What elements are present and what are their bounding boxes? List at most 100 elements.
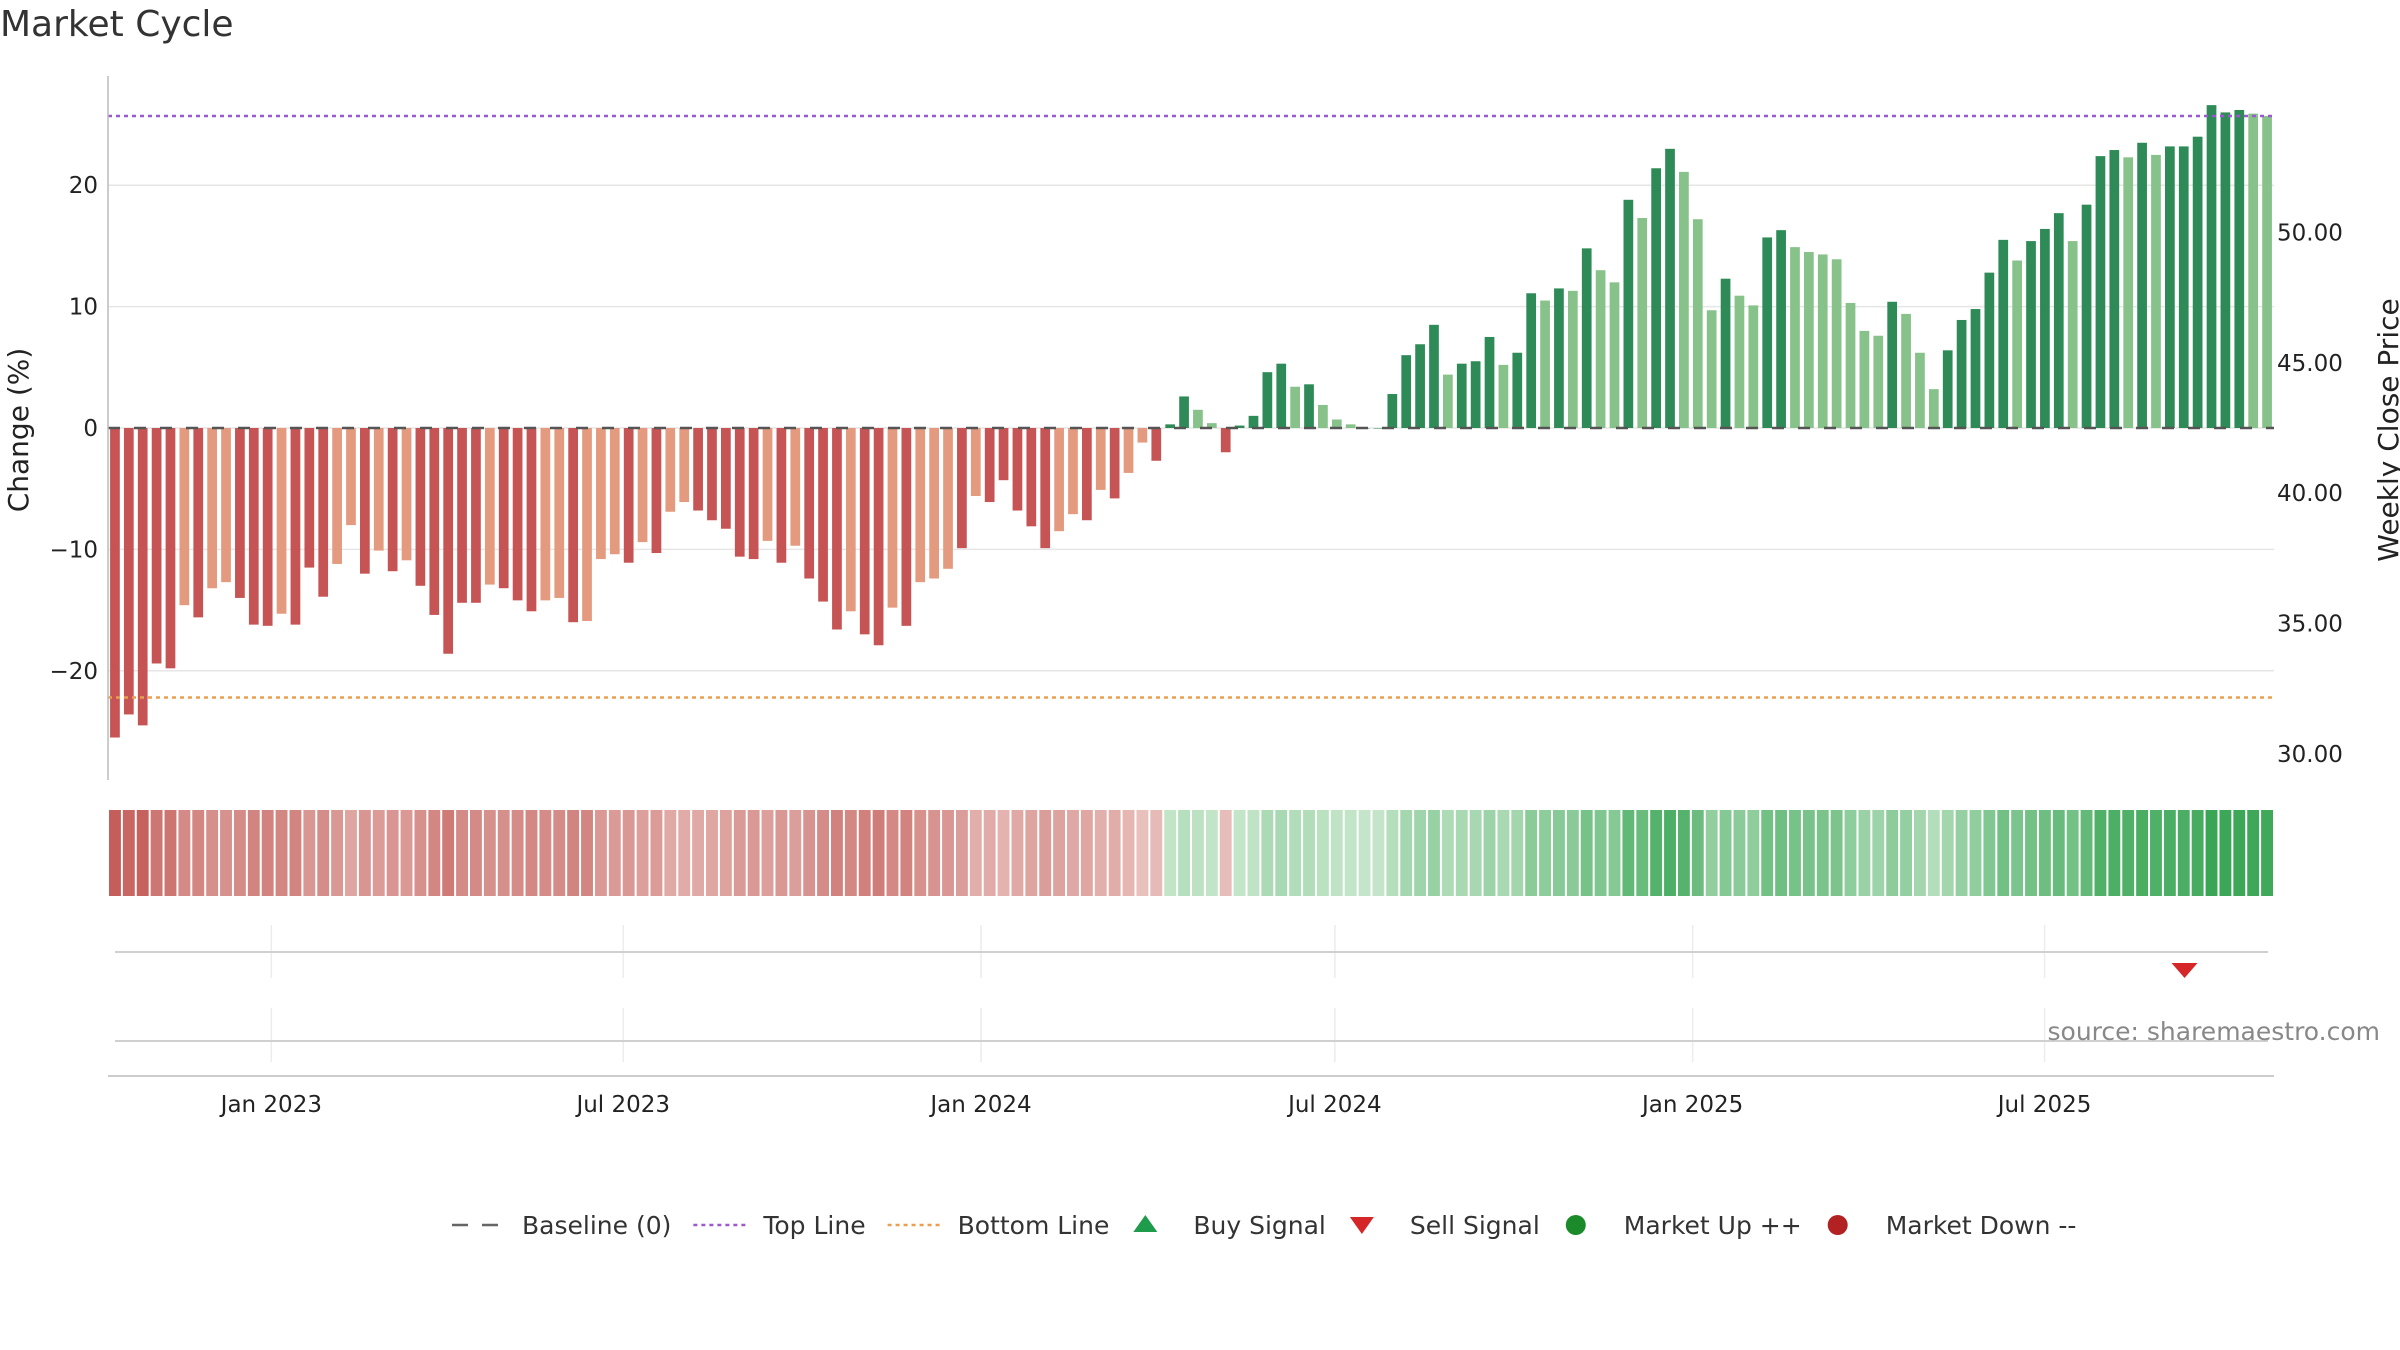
legend-item: Sell Signal [1349,1211,1540,1240]
legend-label: Bottom Line [958,1211,1110,1240]
heat-cell [775,810,788,896]
bar [429,428,440,615]
heat-cell [914,810,927,896]
legend-label: Market Down -- [1886,1211,2077,1240]
heat-cell [1858,810,1871,896]
x-axis: Jan 2023 Jul 2023 Jan 2024 Jul 2024 Jan 2025… [108,1075,2274,1118]
heat-cell [1886,810,1899,896]
bar [248,428,259,625]
bar [721,428,731,529]
bar [1429,324,1439,428]
bar [929,428,939,579]
y-axis-left-title: Change (%) [2,348,35,513]
bar [1748,305,1759,428]
bar [2109,150,2120,428]
heat-cell [428,810,441,896]
heat-cell [1594,810,1607,896]
heat-cell [2108,810,2121,896]
heat-cell [1108,810,1121,896]
bar [1956,319,1967,428]
bar [1012,428,1023,511]
heat-cell [247,810,260,896]
heat-cell [553,810,566,896]
heat-cell [1455,810,1468,896]
bar [568,428,578,623]
heat-cell [442,810,455,896]
bar [2220,112,2231,429]
bar [2192,136,2203,429]
bar [943,428,953,569]
heat-cell [1705,810,1718,896]
bar [1373,428,1384,429]
bar [235,428,245,598]
heat-cell [511,810,524,896]
heat-cell [1816,810,1829,896]
y-left-tick-label: −10 [49,537,98,563]
y-left-tick-label: −20 [49,659,98,685]
bar [554,428,565,598]
heat-cell [1497,810,1510,896]
heat-cell [178,810,191,896]
heat-cell [2205,810,2218,896]
heat-cell [1428,810,1440,896]
heat-cell [872,810,885,896]
bar [2081,204,2092,428]
heat-cell [1122,810,1135,896]
heat-cell [2052,810,2065,896]
bar [776,428,787,563]
bar [415,428,426,586]
bar [707,428,717,521]
bar [1290,386,1300,428]
heat-cell [608,810,621,896]
heat-cell [331,810,344,896]
bar [582,428,592,621]
legend-swatch [1565,1215,1586,1235]
bar [1220,428,1231,453]
bar [1692,219,1703,428]
bar [693,428,703,511]
heat-cell [1844,810,1857,896]
bar [165,428,176,669]
bar [651,428,662,554]
heat-cell [470,810,482,896]
bar [984,428,995,503]
bar [2206,105,2217,428]
legend-item: Baseline (0) [452,1211,671,1240]
bar [1512,352,1523,428]
bar [1679,171,1689,428]
heat-cell [969,810,982,896]
bar [443,428,454,654]
heat-cell [983,810,996,896]
bar [596,428,606,560]
bar [1318,404,1328,428]
bar [1665,148,1675,429]
y-right-tick-label: 30.00 [2277,742,2343,768]
bar [1651,168,1661,428]
heat-cell [1011,810,1024,896]
bar [859,428,870,635]
heat-cell [1094,810,1107,896]
bar [2165,146,2175,428]
heat-cell [1150,810,1163,896]
bar [623,428,634,563]
y-right-tick-label: 45.00 [2277,351,2343,377]
bar [1595,270,1606,428]
heat-cell [109,810,121,896]
heat-cell [2247,810,2260,896]
legend-label: Buy Signal [1193,1211,1326,1240]
heat-cell [1733,810,1746,896]
bar [1804,252,1814,428]
bar [998,428,1009,481]
bar [2151,154,2161,428]
y-left-tick-label: 0 [83,416,98,442]
bar [1304,384,1314,428]
bar [346,428,356,526]
heat-cell [1941,810,1954,896]
bar [2137,142,2147,429]
bar [734,428,745,557]
heat-cell [2261,810,2273,896]
heat-cell [192,810,205,896]
heat-cell [1316,810,1329,896]
heat-cell [997,810,1010,896]
